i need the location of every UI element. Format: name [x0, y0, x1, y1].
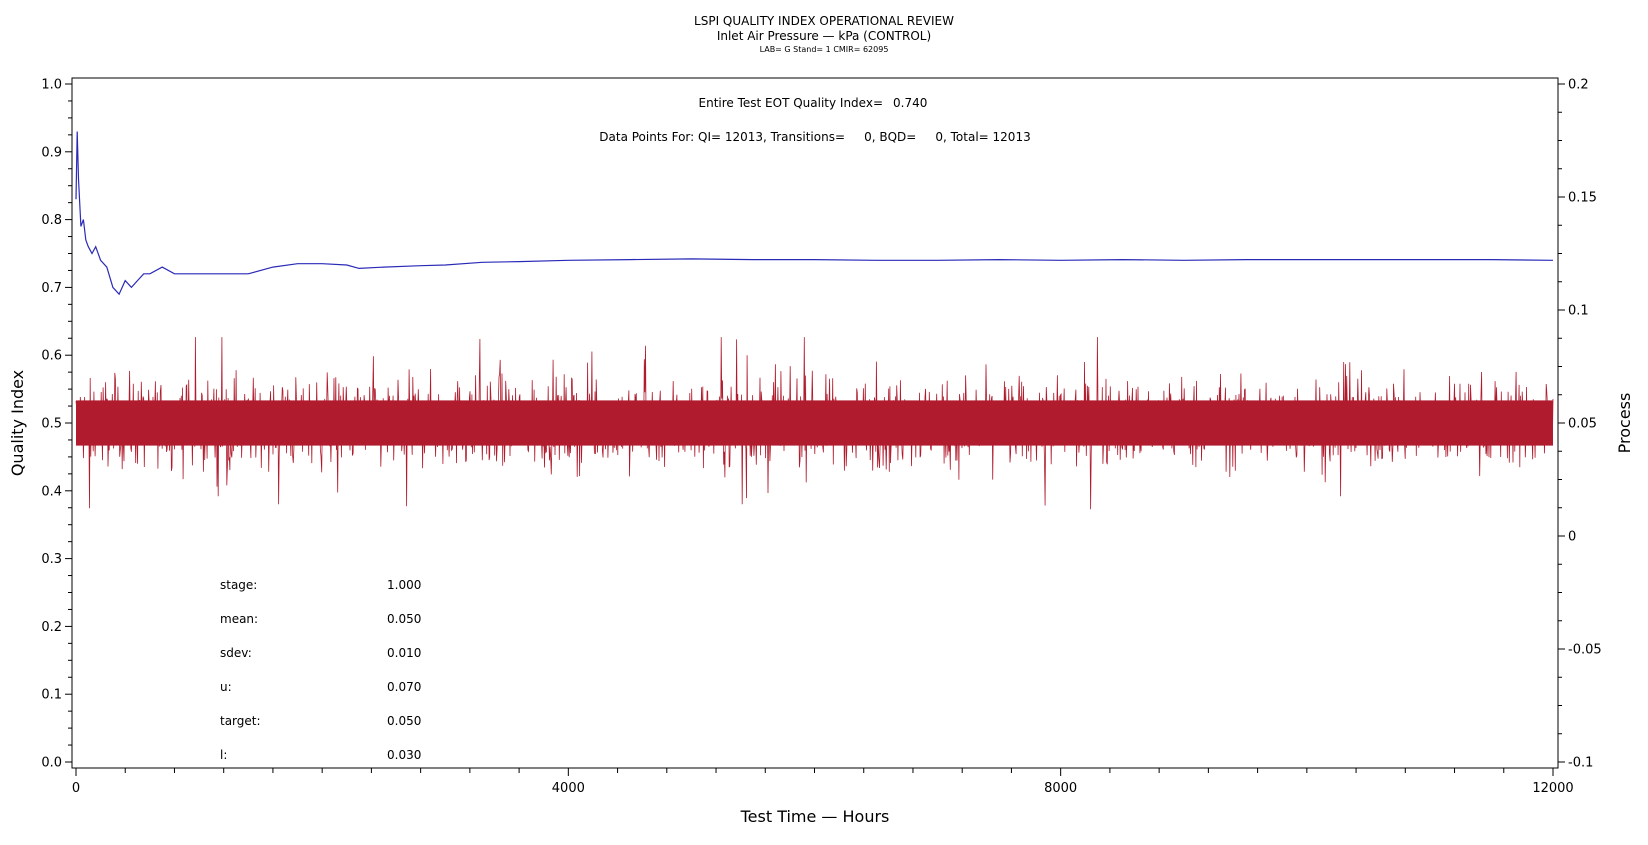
y-left-tick-label: 0.4: [41, 484, 62, 499]
y-left-tick-label: 0.2: [41, 620, 62, 635]
y-right-tick-label: -0.05: [1568, 643, 1602, 658]
stat-value: 0.030: [387, 748, 421, 762]
y-left-tick-label: 0.6: [41, 349, 62, 364]
y-axis-left-label: Quality Index: [8, 370, 27, 476]
x-axis-label: Test Time — Hours: [740, 807, 890, 826]
stat-label: sdev:: [220, 646, 252, 660]
stat-value: 1.000: [387, 578, 421, 592]
stat-label: u:: [220, 680, 232, 694]
y-right-tick-label: 0.2: [1568, 78, 1589, 93]
x-tick-label: 12000: [1532, 781, 1573, 796]
x-axis: 0 4000 8000 12000: [72, 768, 1574, 796]
chart-subtitle-2: LAB= G Stand= 1 CMIR= 62095: [760, 45, 889, 54]
y-left-tick-label: 0.3: [41, 552, 62, 567]
y-axis-left: 0.0 0.1 0.2 0.3 0.4 0.5 0.6 0.7 0.8 0.9 1.0: [41, 78, 72, 771]
stats-table: stage: 1.000 mean: 0.050 sdev: 0.010 u: 0.070 ta…: [220, 578, 421, 762]
x-tick-label: 0: [72, 781, 80, 796]
stat-value: 0.070: [387, 680, 421, 694]
process-series: [75, 337, 1554, 510]
quality-index-line: [75, 131, 1554, 296]
y-left-tick-label: 0.9: [41, 145, 62, 160]
stat-value: 0.010: [387, 646, 421, 660]
x-tick-label: 4000: [552, 781, 585, 796]
stat-label: mean:: [220, 612, 258, 626]
y-right-tick-label: 0.1: [1568, 304, 1589, 319]
y-right-tick-label: 0.15: [1568, 191, 1597, 206]
y-left-tick-label: 0.1: [41, 688, 62, 703]
stat-label: stage:: [220, 578, 257, 592]
stat-value: 0.050: [387, 714, 421, 728]
stat-label: target:: [220, 714, 261, 728]
data-points-summary: Data Points For: QI= 12013, Transitions=…: [599, 130, 1030, 144]
y-left-tick-label: 0.5: [41, 417, 62, 432]
y-axis-right-label: Process: [1615, 393, 1634, 454]
stat-value: 0.050: [387, 612, 421, 626]
y-right-tick-label: -0.1: [1568, 756, 1593, 771]
chart-title: LSPI QUALITY INDEX OPERATIONAL REVIEW: [694, 14, 954, 28]
y-left-tick-label: 1.0: [41, 78, 62, 93]
y-axis-right: -0.1 -0.05 0 0.05 0.1 0.15 0.2: [1558, 78, 1602, 771]
y-right-tick-label: 0: [1568, 530, 1576, 545]
eot-quality-index-label: Entire Test EOT Quality Index=: [699, 96, 884, 110]
chart-subtitle: Inlet Air Pressure — kPa (CONTROL): [717, 29, 931, 43]
y-left-tick-label: 0.7: [41, 281, 62, 296]
eot-quality-index-value: 0.740: [893, 96, 927, 110]
x-tick-label: 8000: [1044, 781, 1077, 796]
y-right-tick-label: 0.05: [1568, 417, 1597, 432]
process-line: [75, 337, 1554, 510]
y-left-tick-label: 0.8: [41, 213, 62, 228]
y-left-tick-label: 0.0: [41, 756, 62, 771]
stat-label: l:: [220, 748, 227, 762]
